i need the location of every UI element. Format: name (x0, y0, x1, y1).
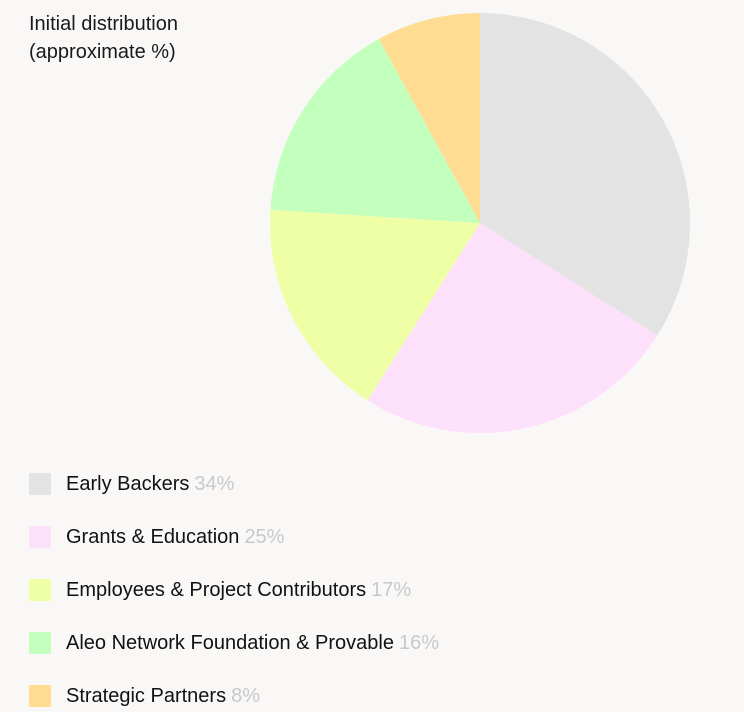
legend-item-early-backers: Early Backers 34% (29, 468, 439, 500)
chart-title: Initial distribution (approximate %) (29, 10, 178, 66)
legend-label: Aleo Network Foundation & Provable (66, 631, 394, 654)
legend-label: Early Backers (66, 472, 190, 495)
legend-value: 34% (194, 472, 235, 495)
legend-value: 25% (244, 525, 285, 548)
legend-swatch (29, 473, 51, 495)
legend-item-grants-education: Grants & Education 25% (29, 521, 439, 553)
chart-title-line-1: Initial distribution (29, 13, 178, 35)
legend-value: 16% (398, 631, 439, 654)
legend-swatch (29, 526, 51, 548)
legend-value: 17% (371, 578, 412, 601)
legend-value: 8% (231, 684, 260, 707)
legend-item-strategic-partners: Strategic Partners 8% (29, 680, 439, 712)
chart-title-line-2: (approximate %) (29, 41, 176, 63)
legend-swatch (29, 685, 51, 707)
legend-label: Employees & Project Contributors (66, 578, 367, 601)
pie-slice-aleo-network-foundation-provable (270, 38, 480, 224)
pie-slice-employees-project-contributors (269, 209, 480, 401)
pie-slice-early-backers (480, 13, 690, 336)
pie-slice-strategic-partners (378, 13, 480, 223)
legend-item-aleo-foundation-provable: Aleo Network Foundation & Provable 16% (29, 627, 439, 659)
chart-legend: Early Backers 34% Grants & Education 25%… (29, 468, 439, 712)
legend-swatch (29, 632, 51, 654)
legend-label: Grants & Education (66, 525, 240, 548)
pie-chart (269, 13, 690, 433)
legend-swatch (29, 579, 51, 601)
legend-label: Strategic Partners (66, 684, 227, 707)
legend-item-employees-contributors: Employees & Project Contributors 17% (29, 574, 439, 606)
pie-slice-grants-education (367, 223, 658, 433)
